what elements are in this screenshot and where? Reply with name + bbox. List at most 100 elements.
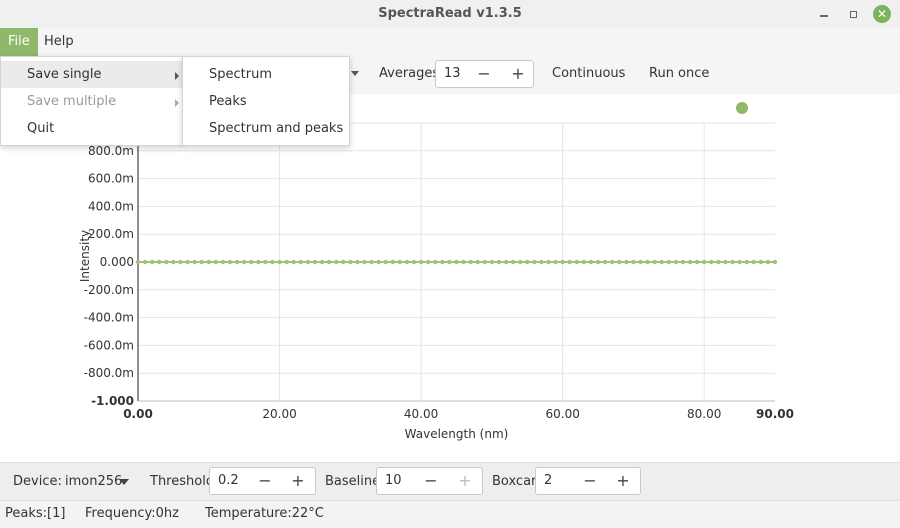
averages-label: Averages: <box>379 66 444 81</box>
data-point <box>574 259 580 265</box>
run-once-button[interactable]: Run once <box>649 66 710 81</box>
data-point <box>652 259 657 265</box>
data-point <box>213 259 219 265</box>
menu-item-label: Spectrum <box>209 67 272 82</box>
data-point <box>298 259 303 265</box>
x-tick-label: 0.00 <box>123 407 153 421</box>
boxcar-decrement-button[interactable]: − <box>583 471 597 490</box>
baseline-spinbox[interactable]: 10 − + <box>376 467 483 495</box>
threshold-decrement-button[interactable]: − <box>258 471 272 490</box>
chevron-right-icon <box>175 72 179 80</box>
threshold-increment-button[interactable]: + <box>291 471 305 490</box>
y-tick-label: 0.000 <box>100 255 134 269</box>
averages-increment-button[interactable]: + <box>511 64 525 83</box>
averages-spinbox[interactable]: 13 − + <box>435 60 534 88</box>
data-point <box>765 259 771 265</box>
data-point <box>553 259 558 265</box>
device-select[interactable]: imon256 <box>65 474 123 489</box>
y-tick-label: 800.0m <box>88 144 134 158</box>
status-frequency: Frequency:0hz <box>85 506 179 521</box>
baseline-decrement-button[interactable]: − <box>424 471 438 490</box>
file-menu-dropdown: Save single Save multiple Quit <box>0 56 184 146</box>
data-point <box>489 259 495 265</box>
data-point <box>709 259 714 265</box>
menu-item-quit[interactable]: Quit <box>1 115 183 142</box>
data-point <box>418 259 424 265</box>
data-point <box>737 259 742 265</box>
data-point <box>199 259 204 265</box>
data-point <box>249 259 254 265</box>
data-point <box>461 259 466 265</box>
threshold-spinbox[interactable]: 0.2 − + <box>209 467 316 495</box>
data-point <box>525 259 530 265</box>
data-point <box>475 259 480 265</box>
data-point <box>220 259 226 265</box>
data-point <box>673 259 679 265</box>
boxcar-spinbox[interactable]: 2 − + <box>535 467 641 495</box>
spectrum-chart: 0.00 20.00 40.00 60.00 80.00 90.00 -1.000 -800.… <box>78 102 794 441</box>
chevron-down-icon[interactable] <box>119 479 129 485</box>
menu-file[interactable]: File <box>0 28 38 56</box>
data-point <box>617 259 622 265</box>
y-axis-label: Intensity <box>78 230 92 282</box>
data-point <box>602 259 608 265</box>
menu-item-save-multiple[interactable]: Save multiple <box>1 88 183 115</box>
data-point <box>171 259 176 265</box>
menu-item-label: Peaks <box>209 94 247 109</box>
chevron-right-icon <box>175 99 179 107</box>
menu-help[interactable]: Help <box>44 34 74 49</box>
x-tick-label: 60.00 <box>545 407 579 421</box>
data-point <box>178 259 183 265</box>
data-point <box>454 259 459 265</box>
data-point <box>539 259 544 265</box>
legend-marker <box>736 102 748 114</box>
data-point <box>702 259 707 265</box>
data-point <box>397 259 403 265</box>
data-point <box>326 259 332 265</box>
data-point <box>369 259 374 265</box>
data-point <box>666 259 672 265</box>
data-point <box>164 259 169 265</box>
menu-item-label: Quit <box>27 121 55 136</box>
data-point <box>135 259 141 265</box>
data-point <box>312 259 318 265</box>
boxcar-increment-button[interactable]: + <box>616 471 630 490</box>
data-point <box>376 259 381 265</box>
baseline-value[interactable]: 10 <box>385 473 402 488</box>
menu-item-peaks[interactable]: Peaks <box>183 88 349 115</box>
boxcar-value[interactable]: 2 <box>544 473 553 488</box>
data-point <box>510 259 516 265</box>
close-icon[interactable]: ✕ <box>873 5 891 23</box>
menu-item-spectrum-and-peaks[interactable]: Spectrum and peaks <box>183 115 349 142</box>
menu-item-label: Spectrum and peaks <box>209 121 344 136</box>
menu-item-label: Save multiple <box>27 94 117 109</box>
data-point <box>227 259 233 265</box>
menu-item-save-single[interactable]: Save single <box>1 61 183 88</box>
data-point <box>772 259 778 265</box>
averages-value[interactable]: 13 <box>444 66 461 81</box>
menu-bar: File Help <box>0 28 900 56</box>
chevron-down-icon[interactable] <box>351 71 359 76</box>
maximize-icon[interactable] <box>843 4 863 24</box>
data-point <box>192 259 197 265</box>
threshold-value[interactable]: 0.2 <box>218 473 239 488</box>
y-tick-label: -1.000 <box>91 394 134 408</box>
data-point <box>687 259 693 265</box>
data-point <box>433 259 438 265</box>
data-point <box>411 259 417 265</box>
data-point <box>142 259 148 265</box>
data-point <box>440 259 445 265</box>
menu-item-spectrum[interactable]: Spectrum <box>183 61 349 88</box>
baseline-increment-button[interactable]: + <box>458 471 472 490</box>
continuous-button[interactable]: Continuous <box>552 66 626 81</box>
minimize-icon[interactable] <box>814 4 834 24</box>
data-point <box>496 259 502 265</box>
data-point <box>758 259 764 265</box>
data-point <box>588 259 594 265</box>
averages-decrement-button[interactable]: − <box>477 64 491 83</box>
data-point <box>680 259 686 265</box>
y-tick-label: -600.0m <box>84 338 134 352</box>
data-point <box>546 259 551 265</box>
data-point <box>270 259 275 265</box>
data-point <box>567 259 572 265</box>
